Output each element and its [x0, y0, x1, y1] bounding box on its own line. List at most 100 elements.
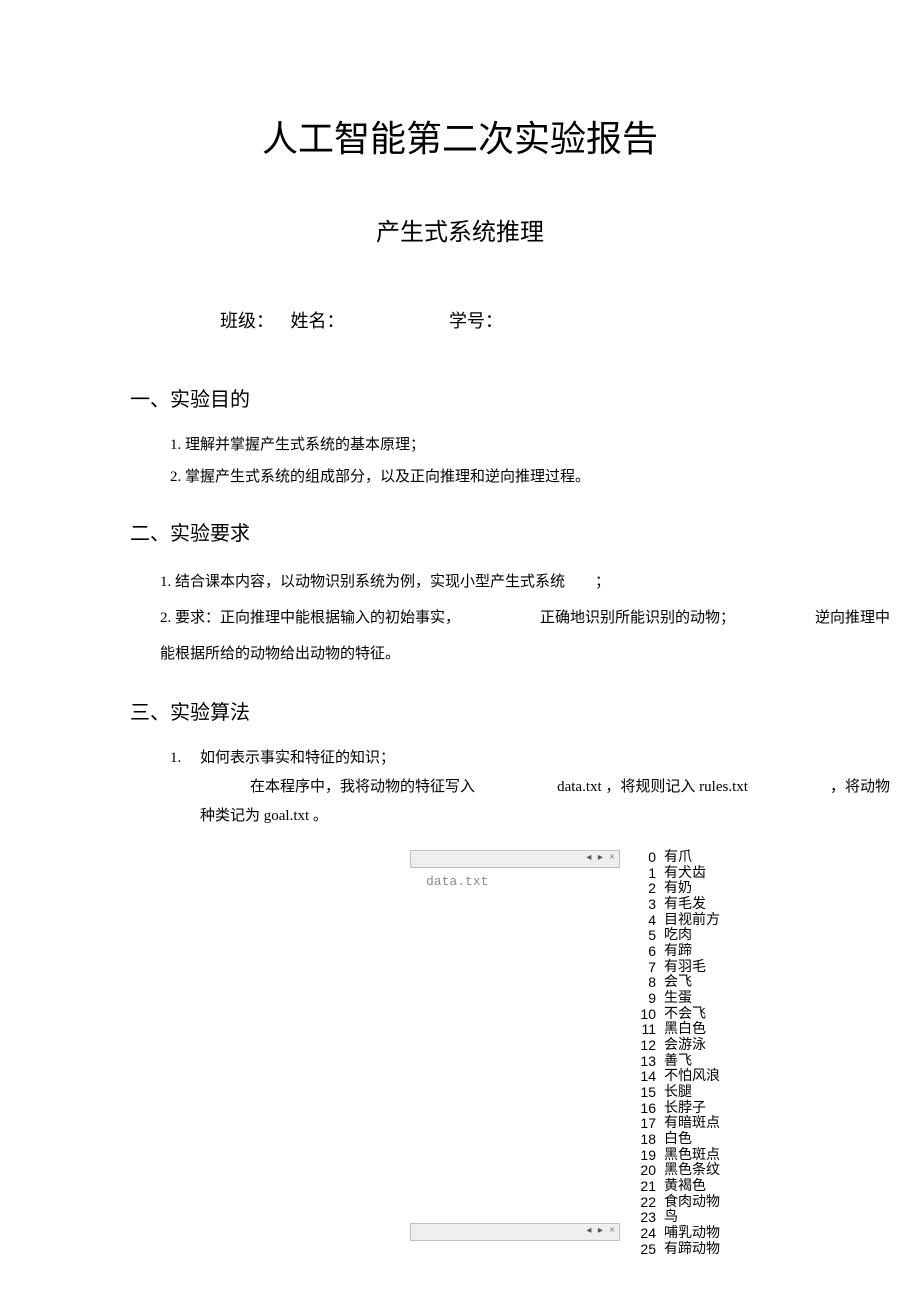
name-label: 姓名：	[291, 307, 345, 333]
list-item-text: 生蛋	[664, 991, 692, 1007]
list-item-index: 0	[630, 850, 664, 866]
list-item: 25有蹄动物	[630, 1242, 720, 1258]
list-item-text: 有蹄动物	[664, 1242, 720, 1258]
list-item-text: 食肉动物	[664, 1195, 720, 1211]
list-item: 12会游泳	[630, 1038, 720, 1054]
tab-bar-bottom: ◂ ▸ ×	[410, 1223, 620, 1241]
info-line: 班级： 姓名： 学号：	[220, 307, 920, 333]
list-item-text: 哺乳动物	[664, 1226, 720, 1242]
list-item-index: 3	[630, 897, 664, 913]
list-item-text: 有毛发	[664, 897, 706, 913]
list-item: 19黑色斑点	[630, 1148, 720, 1164]
list-item-text: 有暗斑点	[664, 1116, 720, 1132]
list-item: 6有蹄	[630, 944, 720, 960]
list-item-index: 14	[630, 1069, 664, 1085]
list-item-index: 12	[630, 1038, 664, 1054]
list-item: 14不怕风浪	[630, 1069, 720, 1085]
list-item-index: 18	[630, 1132, 664, 1148]
list-item-index: 2	[630, 881, 664, 897]
tab-file-label: data.txt	[410, 868, 620, 895]
list-item-index: 24	[630, 1226, 664, 1242]
tab-spacer	[410, 895, 620, 1223]
list-item-index: 8	[630, 975, 664, 991]
list-item: 9生蛋	[630, 991, 720, 1007]
list-item: 15长腿	[630, 1085, 720, 1101]
main-title: 人工智能第二次实验报告	[0, 110, 920, 162]
list-item: 17有暗斑点	[630, 1116, 720, 1132]
list-item-text: 黑色斑点	[664, 1148, 720, 1164]
list-item-index: 13	[630, 1054, 664, 1070]
list-item-index: 21	[630, 1179, 664, 1195]
list-item: 4目视前方	[630, 913, 720, 929]
list-item-index: 15	[630, 1085, 664, 1101]
tab-controls-icon: ◂ ▸ ×	[586, 1225, 617, 1236]
list-item-index: 22	[630, 1195, 664, 1211]
editor-tab-panel: ◂ ▸ × data.txt ◂ ▸ ×	[410, 850, 620, 1241]
section2-item2a: 2. 要求：正向推理中能根据输入的初始事实，	[160, 600, 460, 636]
list-item-text: 有爪	[664, 850, 692, 866]
section3-line2a: 在本程序中，我将动物的特征写入	[250, 773, 475, 802]
list-item: 1有犬齿	[630, 866, 720, 882]
list-item-text: 有犬齿	[664, 866, 706, 882]
subtitle: 产生式系统推理	[0, 212, 920, 247]
section3-heading: 三、实验算法	[130, 696, 920, 725]
list-item: 24哺乳动物	[630, 1226, 720, 1242]
list-item-index: 23	[630, 1210, 664, 1226]
list-item: 23鸟	[630, 1210, 720, 1226]
list-item: 21黄褐色	[630, 1179, 720, 1195]
list-item: 10不会飞	[630, 1007, 720, 1023]
list-item-index: 9	[630, 991, 664, 1007]
section2-item1: 1. 结合课本内容，以动物识别系统为例，实现小型产生式系统 ；	[160, 564, 890, 600]
list-item-index: 17	[630, 1116, 664, 1132]
list-item: 8会飞	[630, 975, 720, 991]
list-item-index: 7	[630, 960, 664, 976]
list-item-text: 黑白色	[664, 1022, 706, 1038]
list-item: 3有毛发	[630, 897, 720, 913]
list-item-text: 善飞	[664, 1054, 692, 1070]
list-item-text: 长脖子	[664, 1101, 706, 1117]
list-item: 2有奶	[630, 881, 720, 897]
list-item-text: 会飞	[664, 975, 692, 991]
section3-line2c: ，将动物	[830, 773, 890, 802]
list-item-text: 会游泳	[664, 1038, 706, 1054]
figure-area: ◂ ▸ × data.txt ◂ ▸ × 0有爪1有犬齿2有奶3有毛发4目视前方…	[410, 850, 920, 1257]
list-item-index: 11	[630, 1022, 664, 1038]
list-item-text: 有蹄	[664, 944, 692, 960]
section3-line1: 1. 如何表示事实和特征的知识；	[170, 743, 920, 773]
section3-line3: 种类记为 goal.txt 。	[200, 802, 920, 831]
list-item: 18白色	[630, 1132, 720, 1148]
list-item-index: 25	[630, 1242, 664, 1258]
list-item-index: 16	[630, 1101, 664, 1117]
section1-item2: 2. 掌握产生式系统的组成部分，以及正向推理和逆向推理过程。	[170, 462, 920, 494]
list-item-text: 目视前方	[664, 913, 720, 929]
list-item-text: 白色	[664, 1132, 692, 1148]
list-item-index: 4	[630, 913, 664, 929]
id-label: 学号：	[449, 307, 503, 333]
list-item-text: 长腿	[664, 1085, 692, 1101]
list-item: 11黑白色	[630, 1022, 720, 1038]
section2-item2c: 逆向推理中	[815, 600, 890, 636]
list-item-text: 鸟	[664, 1210, 678, 1226]
section1-heading: 一、实验目的	[130, 383, 920, 412]
list-item-index: 10	[630, 1007, 664, 1023]
list-item: 13善飞	[630, 1054, 720, 1070]
list-item-text: 不会飞	[664, 1007, 706, 1023]
list-item: 5吃肉	[630, 928, 720, 944]
section2-item2: 2. 要求：正向推理中能根据输入的初始事实， 正确地识别所能识别的动物； 逆向推…	[160, 600, 890, 636]
list-item-text: 黑色条纹	[664, 1163, 720, 1179]
list-item-text: 有羽毛	[664, 960, 706, 976]
list-item: 20黑色条纹	[630, 1163, 720, 1179]
list-item-text: 黄褐色	[664, 1179, 706, 1195]
list-item: 0有爪	[630, 850, 720, 866]
list-item-text: 不怕风浪	[664, 1069, 720, 1085]
list-item-index: 1	[630, 866, 664, 882]
data-feature-list: 0有爪1有犬齿2有奶3有毛发4目视前方5吃肉6有蹄7有羽毛8会飞9生蛋10不会飞…	[630, 850, 720, 1257]
list-item: 16长脖子	[630, 1101, 720, 1117]
section2-item2b: 正确地识别所能识别的动物；	[540, 600, 735, 636]
tab-bar-top: ◂ ▸ ×	[410, 850, 620, 868]
section1-item1: 1. 理解并掌握产生式系统的基本原理；	[170, 430, 920, 462]
document-page: 人工智能第二次实验报告 产生式系统推理 班级： 姓名： 学号： 一、实验目的 1…	[0, 0, 920, 1297]
list-item: 7有羽毛	[630, 960, 720, 976]
section3-line2: 在本程序中，我将动物的特征写入 data.txt ，将规则记入 rules.tx…	[250, 773, 890, 802]
tab-controls-icon: ◂ ▸ ×	[586, 852, 617, 863]
